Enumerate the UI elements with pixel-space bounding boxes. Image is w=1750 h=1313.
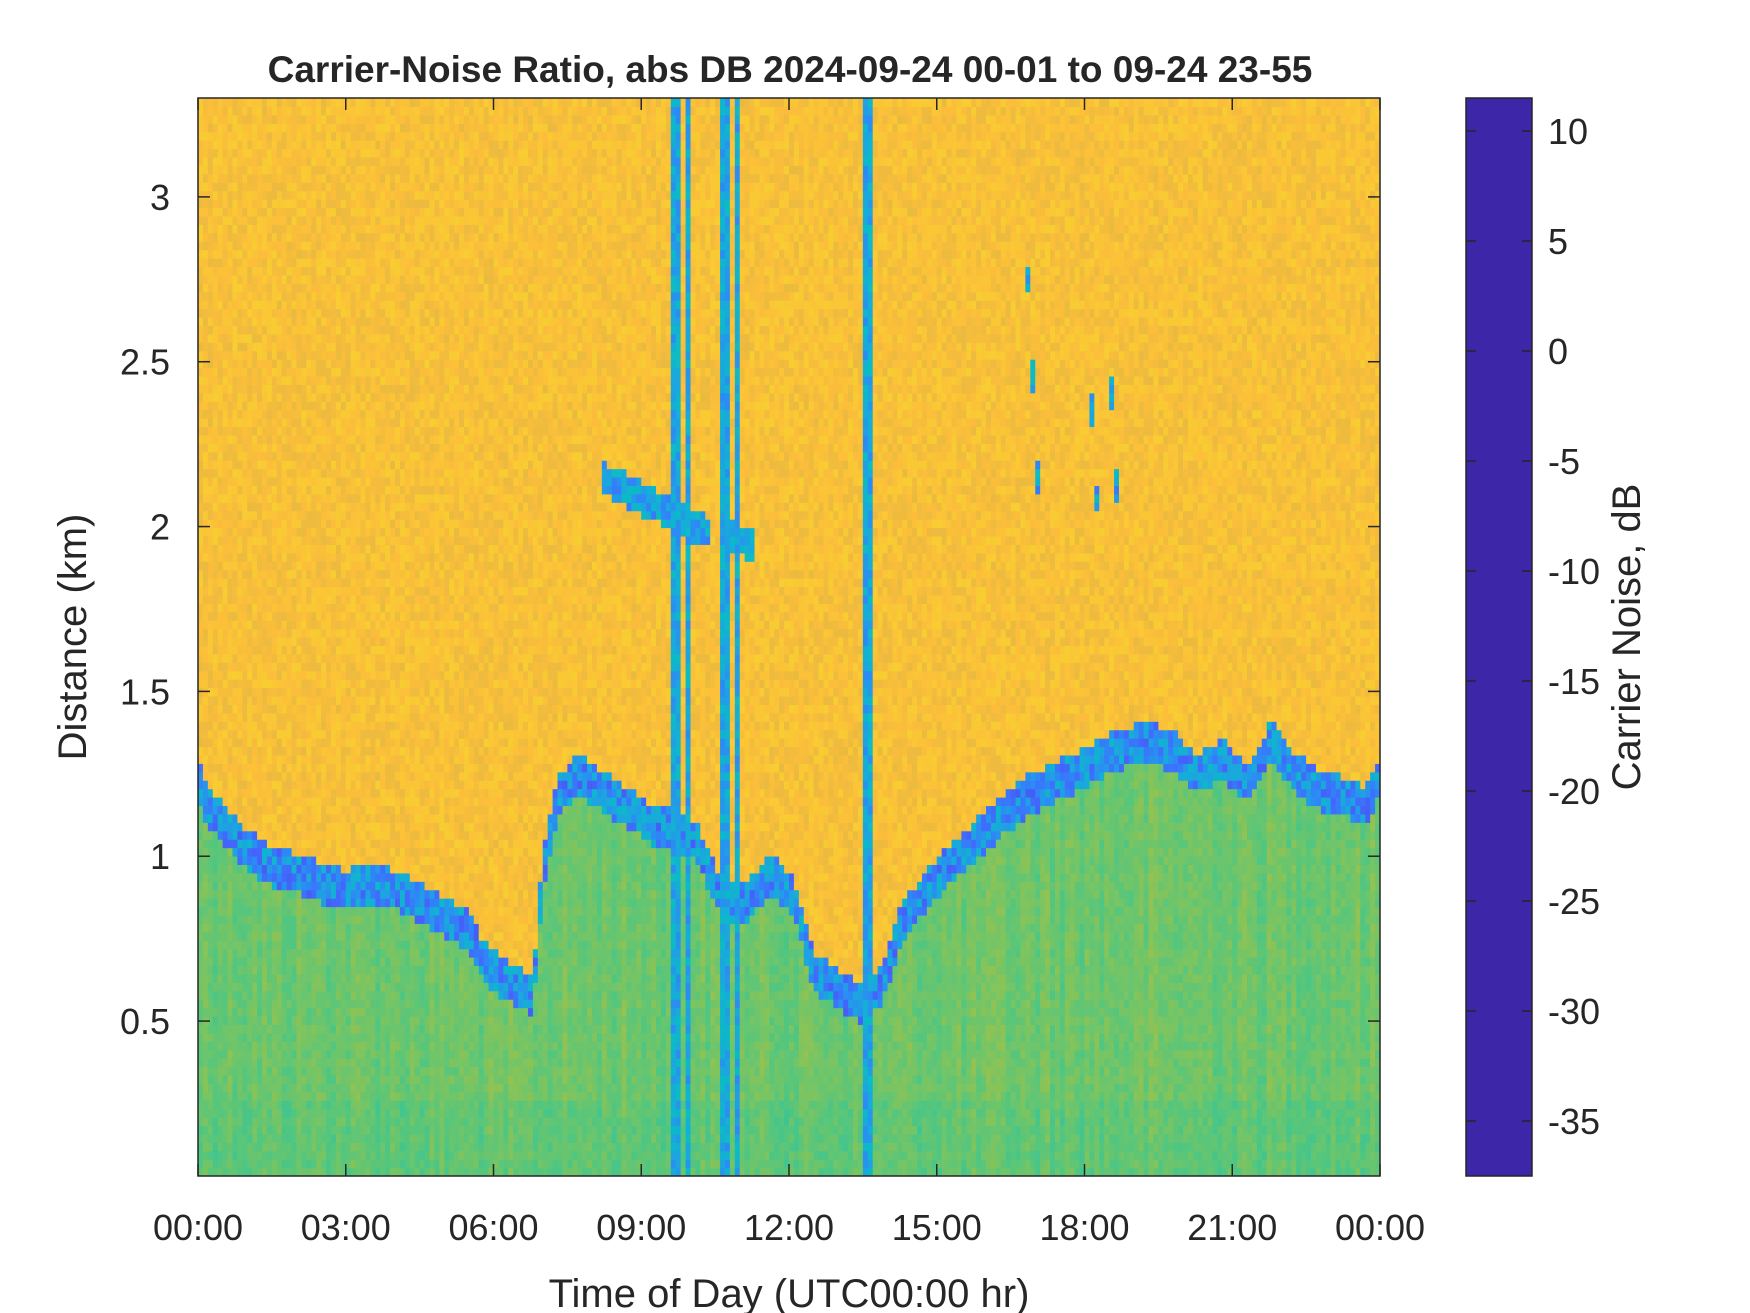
x-tick-label: 21:00	[1187, 1207, 1277, 1248]
colorbar	[1465, 97, 1533, 1177]
heatmap	[198, 98, 1380, 1176]
colorbar-tick-label: -15	[1548, 661, 1600, 702]
colorbar-tick-label: -35	[1548, 1101, 1600, 1142]
y-tick-label: 1	[150, 836, 170, 877]
colorbar-tick-label: -20	[1548, 771, 1600, 812]
x-tick-label: 09:00	[596, 1207, 686, 1248]
colorbar-tick-label: 5	[1548, 221, 1568, 262]
x-axis-label: Time of Day (UTC00:00 hr)	[549, 1272, 1030, 1313]
x-tick-label: 12:00	[744, 1207, 834, 1248]
colorbar-tick-label: 0	[1548, 331, 1568, 372]
x-tick-label: 18:00	[1039, 1207, 1129, 1248]
y-tick-label: 2	[150, 507, 170, 548]
colorbar-tick-label: -10	[1548, 551, 1600, 592]
colorbar-label: Carrier Noise, dB	[1605, 484, 1649, 791]
x-tick-label: 00:00	[1335, 1207, 1425, 1248]
colorbar-tick-label: -25	[1548, 881, 1600, 922]
x-tick-label: 00:00	[153, 1207, 243, 1248]
y-axis-label: Distance (km)	[51, 514, 95, 761]
y-tick-label: 2.5	[120, 342, 170, 383]
y-tick-label: 3	[150, 177, 170, 218]
colorbar-tick-label: 10	[1548, 111, 1588, 152]
x-tick-label: 15:00	[892, 1207, 982, 1248]
y-tick-label: 1.5	[120, 671, 170, 712]
x-tick-label: 06:00	[448, 1207, 538, 1248]
colorbar-tick-label: -30	[1548, 991, 1600, 1032]
x-axis: 00:00 03:00 06:00 09:00 12:00 15:00 18:00 21:00…	[153, 98, 1425, 1248]
chart-title: Carrier-Noise Ratio, abs DB 2024-09-24 0…	[268, 49, 1313, 90]
x-tick-label: 03:00	[301, 1207, 391, 1248]
colorbar-axis: 10 5 0 -5 -10 -15 -20 -25 -30 -35	[1466, 111, 1600, 1142]
y-axis: 0.5 1 1.5 2 2.5 3	[120, 177, 1380, 1042]
y-tick-label: 0.5	[120, 1001, 170, 1042]
colorbar-tick-label: -5	[1548, 441, 1580, 482]
